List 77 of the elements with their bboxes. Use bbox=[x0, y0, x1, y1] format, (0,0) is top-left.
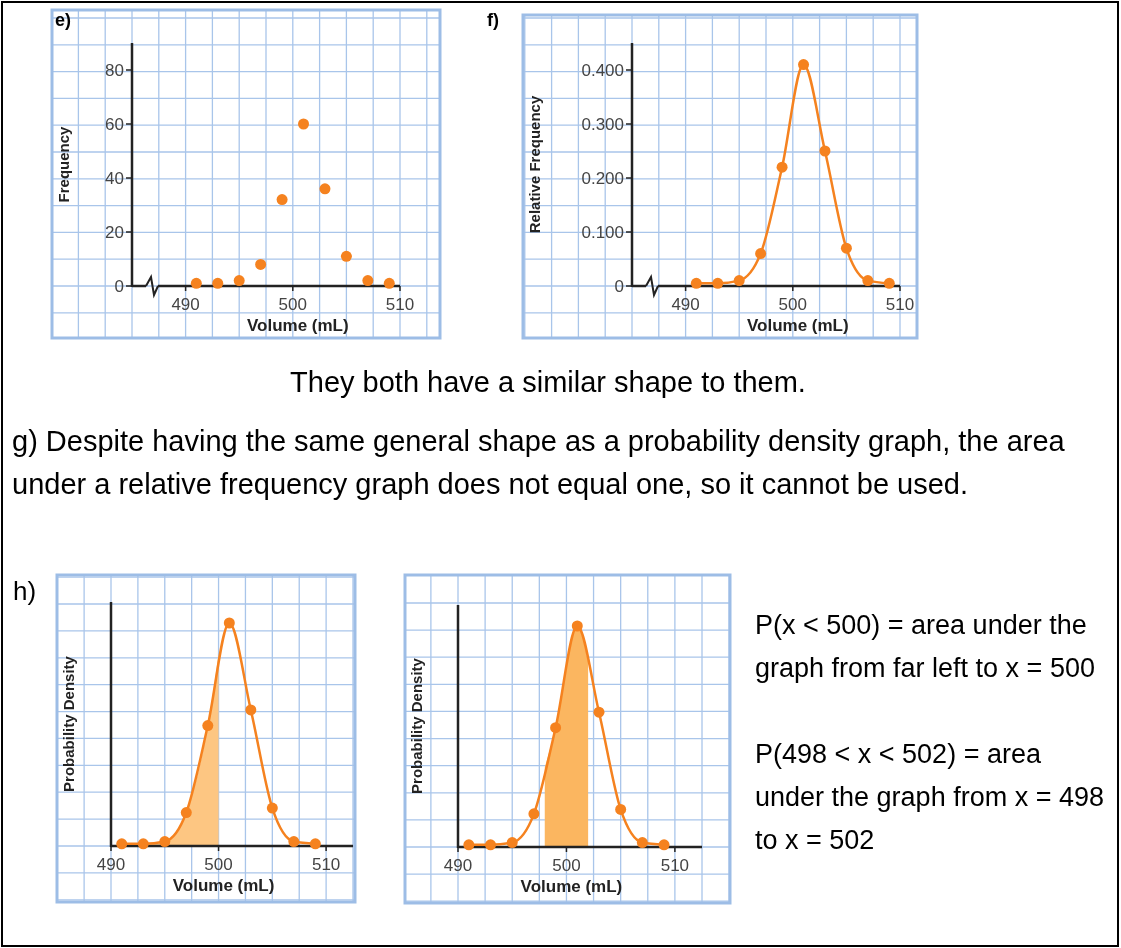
point bbox=[212, 277, 224, 289]
x-tick-label: 510 bbox=[885, 295, 915, 314]
point bbox=[233, 275, 245, 287]
chart-title: f) bbox=[487, 10, 499, 30]
text: g) Despite having the same general shape as a probability density graph, the area under a relative frequency graph does not equal one, so it cannot be used. bbox=[12, 425, 1066, 500]
point bbox=[463, 839, 475, 851]
y-axis-title: Frequency bbox=[55, 125, 72, 203]
x-axis-title: Volume (mL) bbox=[746, 316, 849, 335]
x-tick-label: 490 bbox=[443, 856, 473, 875]
point bbox=[658, 839, 670, 851]
point bbox=[798, 59, 810, 71]
x-tick-label: 500 bbox=[278, 295, 307, 314]
point bbox=[550, 722, 562, 734]
text: They both have a similar shape to them. bbox=[290, 366, 806, 398]
y-tick-label: 0.300 bbox=[581, 115, 624, 134]
point bbox=[528, 808, 540, 820]
text: P(498 < x < 502) = area under the graph from x = 498 to x = 502 bbox=[755, 739, 1104, 855]
x-axis-title: Volume (mL) bbox=[246, 316, 349, 335]
y-tick-label: 80 bbox=[105, 61, 124, 80]
point bbox=[571, 620, 583, 632]
point bbox=[819, 145, 831, 157]
chart-title: e) bbox=[55, 10, 72, 30]
point bbox=[712, 277, 724, 289]
point bbox=[840, 242, 852, 254]
point bbox=[340, 250, 352, 262]
point bbox=[202, 720, 214, 732]
y-tick-label: 20 bbox=[105, 223, 124, 242]
point bbox=[190, 277, 202, 289]
x-tick-label: 490 bbox=[96, 855, 126, 874]
x-tick-label: 500 bbox=[552, 856, 581, 875]
point bbox=[137, 838, 149, 850]
x-tick-label: 510 bbox=[385, 295, 415, 314]
point bbox=[506, 837, 518, 849]
point bbox=[266, 802, 278, 814]
y-axis-title: Probability Density bbox=[60, 655, 77, 792]
x-tick-label: 510 bbox=[311, 855, 341, 874]
y-tick-label: 60 bbox=[105, 115, 124, 134]
y-axis-title: Relative Frequency bbox=[526, 95, 543, 234]
point bbox=[485, 839, 497, 851]
x-tick-label: 490 bbox=[171, 295, 200, 314]
point bbox=[862, 275, 874, 287]
y-tick-label: 0.400 bbox=[581, 61, 624, 80]
y-tick-label: 0.100 bbox=[581, 223, 624, 242]
point bbox=[116, 838, 128, 850]
x-axis-title: Volume (mL) bbox=[520, 877, 623, 896]
point bbox=[245, 704, 257, 716]
point bbox=[755, 248, 767, 260]
y-tick-label: 0 bbox=[114, 277, 124, 296]
x-tick-label: 490 bbox=[671, 295, 700, 314]
point bbox=[615, 803, 627, 815]
point bbox=[255, 258, 267, 270]
text: P(x < 500) = area under the graph from far left to x = 500 bbox=[755, 610, 1095, 683]
point bbox=[309, 838, 321, 850]
y-tick-label: 0 bbox=[614, 277, 624, 296]
point bbox=[319, 183, 331, 195]
x-axis-title: Volume (mL) bbox=[172, 876, 275, 895]
point bbox=[636, 837, 648, 849]
point bbox=[883, 277, 895, 289]
point bbox=[298, 118, 310, 130]
chart-title: h) bbox=[13, 576, 37, 606]
x-tick-label: 510 bbox=[660, 856, 690, 875]
point bbox=[288, 836, 300, 848]
x-tick-label: 500 bbox=[778, 295, 807, 314]
point bbox=[733, 275, 745, 287]
point bbox=[276, 194, 288, 206]
y-tick-label: 0.200 bbox=[581, 169, 624, 188]
point bbox=[180, 807, 192, 819]
y-axis-title: Probability Density bbox=[408, 657, 425, 794]
point bbox=[362, 275, 374, 287]
point bbox=[776, 161, 788, 173]
point bbox=[159, 836, 171, 848]
point bbox=[223, 617, 235, 629]
point bbox=[593, 706, 605, 718]
y-tick-label: 40 bbox=[105, 169, 124, 188]
point bbox=[383, 277, 395, 289]
x-tick-label: 500 bbox=[204, 855, 233, 874]
point bbox=[690, 277, 702, 289]
